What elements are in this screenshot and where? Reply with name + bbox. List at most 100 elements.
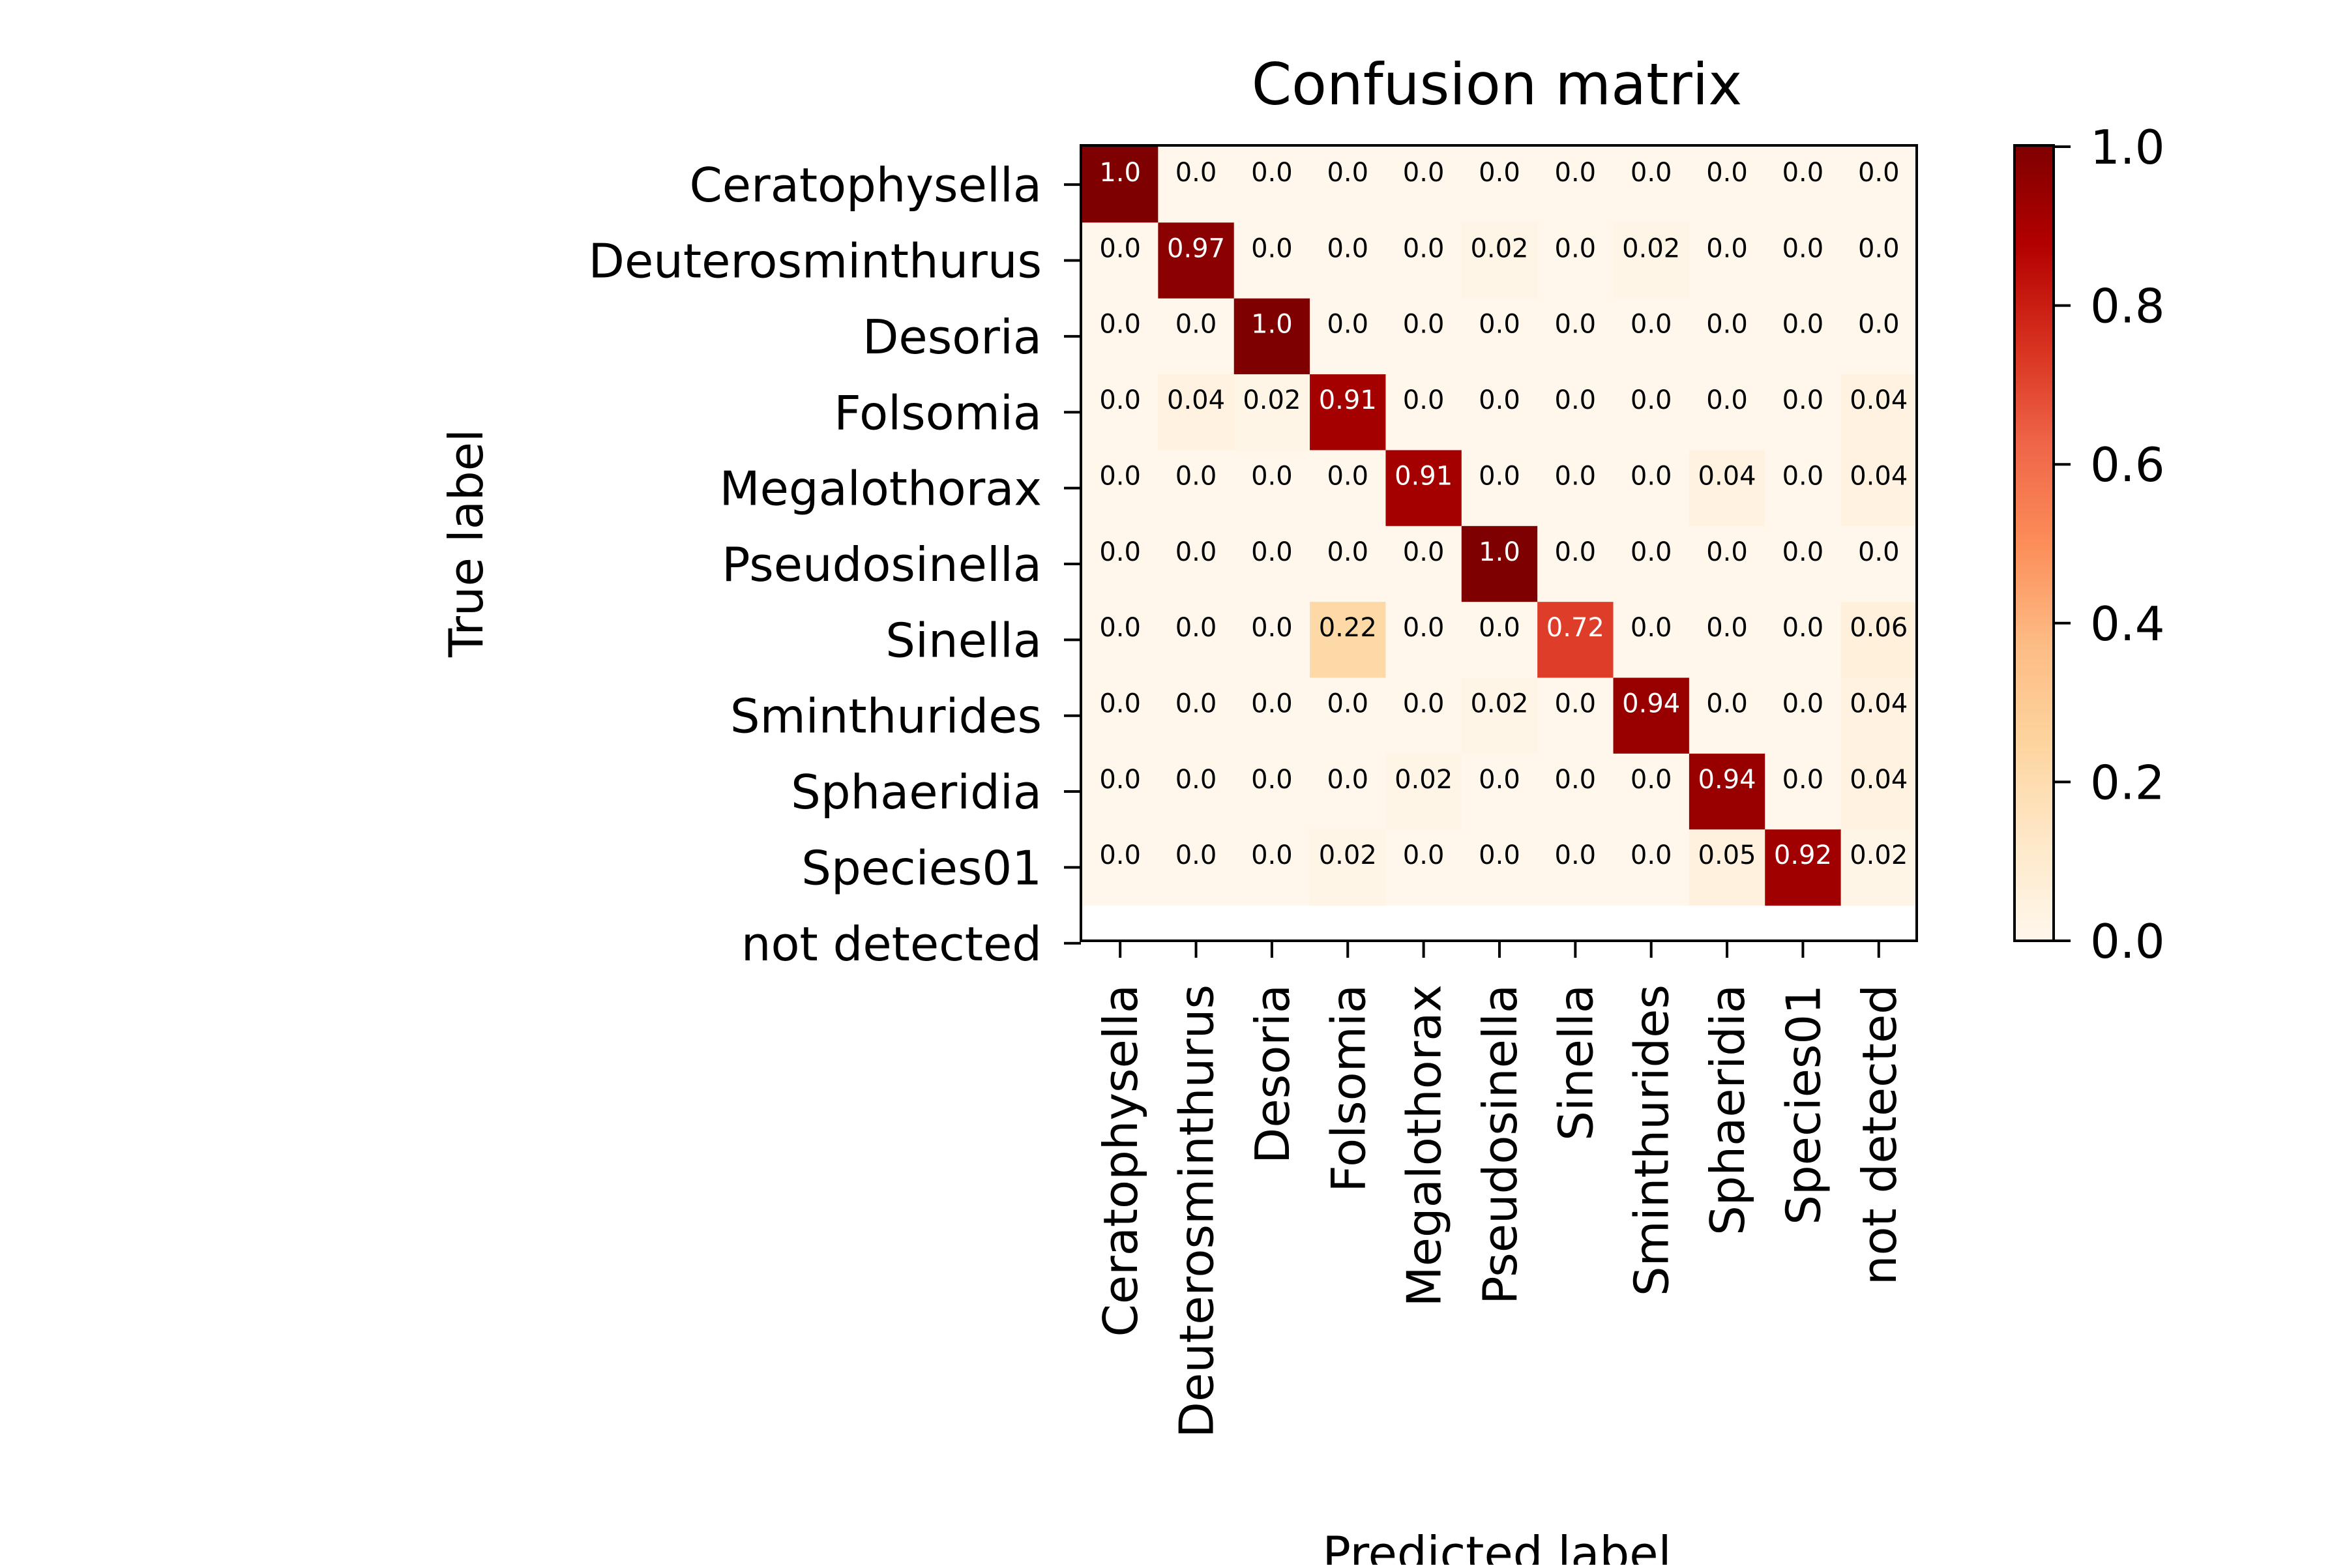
cell-label-r6-c0: 0.0 <box>1099 613 1141 643</box>
cell-r6-c10 <box>1840 602 1917 679</box>
cell-label-r3-c1: 0.04 <box>1167 385 1225 415</box>
cell-r7-c1 <box>1158 677 1235 754</box>
cell-r8-c4 <box>1385 753 1462 830</box>
y-tick-label-5: Pseudosinella <box>722 537 1042 592</box>
cell-r7-c7 <box>1613 677 1690 754</box>
cell-r2-c2 <box>1233 298 1310 375</box>
x-tick-label-4: Megalothorax <box>1397 984 1452 1307</box>
cell-r4-c5 <box>1461 450 1538 527</box>
cell-r9-c6 <box>1537 829 1614 906</box>
cell-r1-c9 <box>1765 222 1842 299</box>
cell-label-r4-c9: 0.0 <box>1782 461 1824 491</box>
cell-label-r6-c9: 0.0 <box>1782 613 1824 643</box>
cell-label-r3-c3: 0.91 <box>1319 385 1377 415</box>
cell-label-r7-c3: 0.0 <box>1327 689 1368 719</box>
cell-label-r6-c8: 0.0 <box>1706 613 1748 643</box>
cell-r0-c0 <box>1082 147 1159 223</box>
cell-r9-c8 <box>1689 829 1765 906</box>
cell-label-r8-c9: 0.0 <box>1782 765 1824 795</box>
cell-label-r7-c2: 0.0 <box>1251 689 1293 719</box>
cell-r4-c10 <box>1840 450 1917 527</box>
cell-r9-c1 <box>1158 829 1235 906</box>
cell-r7-c10 <box>1840 677 1917 754</box>
cell-label-r2-c6: 0.0 <box>1555 310 1597 340</box>
y-tick-label-4: Megalothorax <box>719 462 1042 516</box>
cell-r6-c6 <box>1537 602 1614 679</box>
cell-label-r8-c5: 0.0 <box>1479 765 1520 795</box>
cell-r5-c6 <box>1537 525 1614 602</box>
cell-label-r4-c4: 0.91 <box>1395 461 1453 491</box>
cell-label-r6-c1: 0.0 <box>1175 613 1217 643</box>
cell-label-r5-c7: 0.0 <box>1631 537 1672 567</box>
x-axis: Ceratophysella Deuterosminthurus Desoria Fo… <box>1093 941 1907 1438</box>
x-tick-label-2: Desoria <box>1245 984 1300 1164</box>
cell-label-r3-c6: 0.0 <box>1555 385 1597 415</box>
cell-label-r5-c5: 1.0 <box>1479 537 1520 567</box>
cell-r1-c8 <box>1689 222 1765 299</box>
cell-r0-c3 <box>1310 147 1386 223</box>
cell-label-r9-c4: 0.0 <box>1403 840 1445 870</box>
cell-label-r5-c0: 0.0 <box>1099 537 1141 567</box>
cell-label-r3-c5: 0.0 <box>1479 385 1520 415</box>
cell-label-r5-c2: 0.0 <box>1251 537 1293 567</box>
cell-r0-c4 <box>1385 147 1462 223</box>
x-tick-label-6: Sinella <box>1548 984 1603 1141</box>
cell-r3-c9 <box>1765 374 1842 451</box>
cell-label-r4-c1: 0.0 <box>1175 461 1217 491</box>
y-tick-label-3: Folsomia <box>834 385 1042 440</box>
cell-label-r1-c3: 0.0 <box>1327 233 1368 263</box>
cell-r1-c10 <box>1840 222 1917 299</box>
cell-label-r6-c4: 0.0 <box>1403 613 1445 643</box>
cell-r5-c5 <box>1461 525 1538 602</box>
cell-r0-c6 <box>1537 147 1614 223</box>
cell-r2-c1 <box>1158 298 1235 375</box>
cell-label-r2-c4: 0.0 <box>1403 310 1445 340</box>
cell-label-r6-c6: 0.72 <box>1546 613 1604 643</box>
cell-label-r6-c2: 0.0 <box>1251 613 1293 643</box>
cell-r3-c4 <box>1385 374 1462 451</box>
cell-label-r0-c6: 0.0 <box>1555 158 1597 188</box>
cell-r6-c0 <box>1082 602 1159 679</box>
cell-r5-c9 <box>1765 525 1842 602</box>
cell-label-r8-c2: 0.0 <box>1251 765 1293 795</box>
y-tick-label-0: Ceratophysella <box>690 158 1042 213</box>
cell-label-r7-c7: 0.94 <box>1622 689 1680 719</box>
cell-label-r3-c7: 0.0 <box>1631 385 1672 415</box>
cell-r3-c3 <box>1310 374 1386 451</box>
cell-label-r5-c1: 0.0 <box>1175 537 1217 567</box>
cell-r6-c2 <box>1233 602 1310 679</box>
colorbar-tick-label-0: 0.0 <box>2090 914 2165 969</box>
cell-r4-c0 <box>1082 450 1159 527</box>
cell-label-r0-c5: 0.0 <box>1479 158 1520 188</box>
cell-label-r1-c8: 0.0 <box>1706 233 1748 263</box>
cell-r6-c4 <box>1385 602 1462 679</box>
cell-r8-c10 <box>1840 753 1917 830</box>
cell-label-r2-c10: 0.0 <box>1858 310 1900 340</box>
cell-label-r4-c7: 0.0 <box>1631 461 1672 491</box>
y-tick-label-6: Sinella <box>885 613 1042 668</box>
y-tick-label-10: not detected <box>741 917 1042 971</box>
cell-r7-c5 <box>1461 677 1538 754</box>
cell-r8-c7 <box>1613 753 1690 830</box>
cell-r9-c0 <box>1082 829 1159 906</box>
cell-label-r0-c7: 0.0 <box>1631 158 1672 188</box>
cell-r7-c6 <box>1537 677 1614 754</box>
colorbar-tick-label-4: 0.8 <box>2090 279 2165 334</box>
cell-label-r9-c10: 0.02 <box>1850 840 1908 870</box>
cell-label-r9-c0: 0.0 <box>1099 840 1141 870</box>
cell-label-r3-c10: 0.04 <box>1850 385 1908 415</box>
cell-label-r5-c4: 0.0 <box>1403 537 1445 567</box>
cell-r6-c3 <box>1310 602 1386 679</box>
x-tick-label-0: Ceratophysella <box>1093 984 1148 1337</box>
cell-label-r8-c0: 0.0 <box>1099 765 1141 795</box>
cell-r6-c5 <box>1461 602 1538 679</box>
cell-r7-c4 <box>1385 677 1462 754</box>
cell-label-r8-c3: 0.0 <box>1327 765 1368 795</box>
y-tick-label-8: Sphaeridia <box>791 765 1042 820</box>
x-tick-label-8: Sphaeridia <box>1700 984 1755 1235</box>
cell-label-r8-c8: 0.94 <box>1698 765 1756 795</box>
cell-label-r5-c6: 0.0 <box>1555 537 1597 567</box>
cell-r9-c7 <box>1613 829 1690 906</box>
cell-label-r2-c9: 0.0 <box>1782 310 1824 340</box>
cell-r2-c10 <box>1840 298 1917 375</box>
